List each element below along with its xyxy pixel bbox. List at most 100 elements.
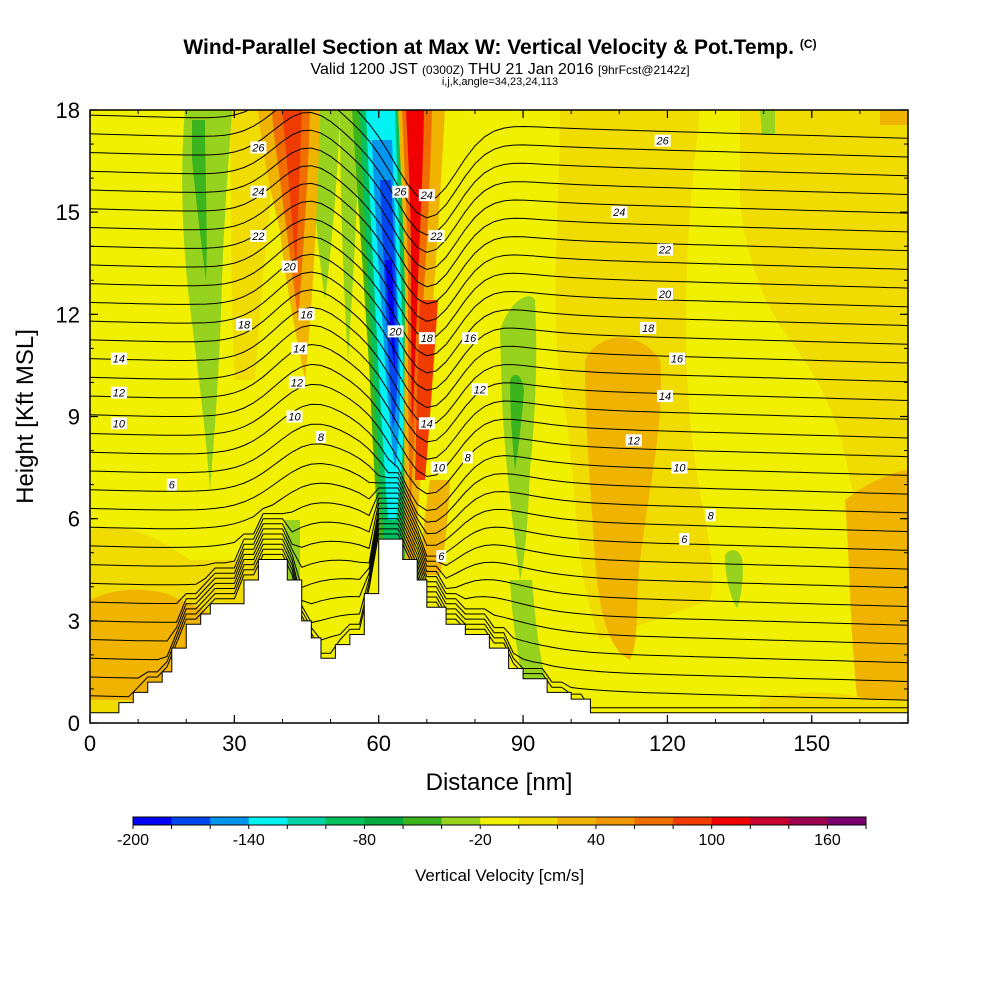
- contour-label-text: 14: [421, 418, 433, 430]
- contour-label-text: 26: [655, 136, 669, 148]
- contour-label-bg: [418, 332, 435, 345]
- contour-label-text: 6: [681, 534, 688, 546]
- colorbar-tick-label: 100: [698, 832, 725, 849]
- isentrope-line: [90, 507, 908, 626]
- contour-label: 14: [110, 352, 127, 366]
- contour-label: 22: [250, 230, 267, 243]
- axes: 0 30 60 90 120 150 0 3 6 9 12 15 18 Distance [nm] Heig…: [12, 98, 909, 796]
- isentrope-line: [90, 253, 908, 374]
- copyright-mark: (C): [799, 37, 817, 51]
- contour-label: 10: [430, 461, 447, 475]
- contour-label: 18: [418, 332, 435, 345]
- isentrope-line: [90, 497, 908, 589]
- contour-label-bg: [250, 230, 267, 243]
- isentrope-line: [90, 403, 908, 512]
- contour-label-bg: [471, 383, 488, 396]
- chart-subtitle: Valid 1200 JST (0300Z) THU 21 Jan 2016 […: [310, 61, 690, 78]
- isentrope-line: [90, 111, 908, 236]
- y-tick-label: 9: [68, 405, 80, 430]
- contour-label: 12: [110, 386, 127, 400]
- contour-label: 24: [418, 189, 435, 202]
- isentrope-line: [90, 165, 908, 288]
- field-orange-right-band-2: [585, 337, 661, 660]
- contour-label-text: 14: [659, 391, 671, 403]
- contour-label: 20: [281, 260, 298, 274]
- field-orange-top-left: [230, 110, 280, 380]
- contour-label: 16: [669, 352, 686, 366]
- isentrope-line: [90, 110, 908, 202]
- contour-label: 10: [110, 417, 127, 430]
- contour-label-text: 10: [288, 412, 301, 424]
- contour-label: 12: [288, 376, 305, 389]
- contour-label-bg: [657, 287, 674, 300]
- contour-label-bg: [235, 318, 252, 331]
- colorbar-swatch: [441, 817, 481, 825]
- contour-label-text: 24: [251, 187, 264, 199]
- colorbar-swatch: [711, 817, 751, 825]
- contour-label: 14: [418, 417, 435, 430]
- contour-label-bg: [291, 342, 308, 355]
- isentrope-line: [90, 324, 908, 443]
- contour-label-bg: [166, 478, 177, 491]
- contour-label: 22: [428, 230, 445, 243]
- colorbar-frame: [132, 816, 867, 826]
- contour-label-text: 12: [474, 384, 486, 396]
- isentrope-line: [90, 528, 908, 701]
- contour-label-text: 26: [251, 142, 265, 154]
- contour-label: 14: [291, 342, 308, 355]
- contour-label: 26: [250, 141, 267, 154]
- contour-label: 20: [657, 287, 674, 301]
- contour-label-bg: [250, 185, 267, 198]
- contour-label-bg: [462, 332, 479, 345]
- contour-label-bg: [392, 185, 409, 198]
- contour-label-text: 18: [421, 333, 434, 345]
- field-green-right-band-1b: [510, 374, 524, 470]
- contour-label: 14: [657, 390, 674, 403]
- y-tick-label: 0: [68, 711, 80, 736]
- contour-label-text: 22: [429, 231, 442, 243]
- contour-label-text: 20: [658, 289, 672, 301]
- y-axis-label: Height [Kft MSL]: [12, 329, 39, 504]
- isentrope-line: [90, 423, 908, 523]
- isentrope-line: [90, 518, 908, 664]
- isentrope-line: [90, 306, 908, 426]
- contour-label-text: 22: [658, 245, 671, 257]
- contour-label-group: 26 24 22 20 18 16 14 12 14 12 10 10 8 6 26 24 22 20 18 16 14…: [110, 134, 716, 563]
- colorbar-swatch: [557, 817, 597, 825]
- colorbar-swatch: [480, 817, 520, 825]
- contour-label-text: 6: [169, 480, 176, 492]
- contour-label: 26: [392, 185, 409, 199]
- contour-label-text: 12: [113, 388, 125, 400]
- isentrope-line: [90, 182, 908, 305]
- contour-label: 24: [250, 185, 267, 199]
- contour-label-bg: [705, 509, 716, 522]
- colorbar-swatch: [287, 817, 327, 825]
- isentrope-line: [90, 343, 908, 460]
- contour-label-bg: [250, 141, 267, 154]
- contour-label-bg: [611, 206, 628, 219]
- colorbar-swatch: [673, 817, 713, 825]
- colorbar-label: Vertical Velocity [cm/s]: [415, 866, 584, 885]
- contour-label-bg: [669, 352, 686, 365]
- contour-label-bg: [418, 417, 435, 430]
- colorbar-swatch: [595, 817, 636, 825]
- y-tick-label: 18: [56, 98, 80, 123]
- colorbar-swatch: [248, 817, 288, 825]
- field-orange-far-right-2: [845, 470, 908, 720]
- field-orange-top-right: [880, 110, 908, 125]
- isentrope-line: [90, 383, 908, 495]
- contour-label-bg: [657, 390, 674, 403]
- colorbar-swatch: [364, 817, 404, 825]
- contour-label-bg: [288, 376, 305, 389]
- y-tick-label: 6: [68, 507, 80, 532]
- x-tick-label: 120: [649, 731, 686, 756]
- x-tick-label: 60: [366, 731, 390, 756]
- x-axis-label: Distance [nm]: [426, 769, 573, 796]
- contour-label: 6: [436, 550, 447, 563]
- isentrope-line: [90, 271, 908, 391]
- contour-label: 20: [387, 325, 404, 338]
- contour-label: 8: [705, 509, 716, 522]
- contour-label-bg: [625, 434, 642, 447]
- colorbar-swatch: [750, 817, 790, 825]
